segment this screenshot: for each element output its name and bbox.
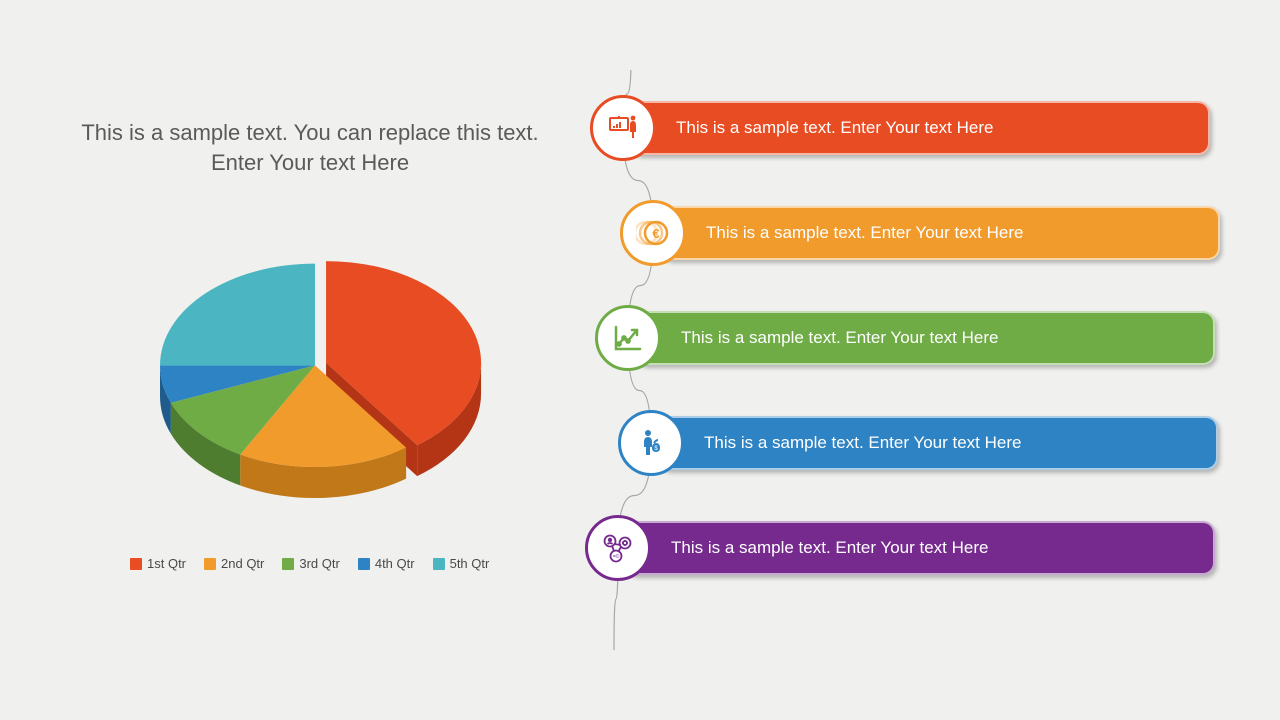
svg-text:€: € [652, 226, 659, 241]
list-item: =© This is a sample text. Enter Your text… [585, 515, 1215, 581]
svg-text:=©: =© [613, 553, 620, 560]
chart-title: This is a sample text. You can replace t… [80, 118, 540, 177]
legend-label: 3rd Qtr [299, 556, 339, 571]
legend-label: 2nd Qtr [221, 556, 264, 571]
legend-item: 3rd Qtr [282, 556, 339, 571]
legend-swatch [130, 558, 142, 570]
legend-item: 1st Qtr [130, 556, 186, 571]
money-person-icon: $ [618, 410, 684, 476]
connected-icons: =© [585, 515, 651, 581]
list-item-text: This is a sample text. Enter Your text H… [704, 433, 1021, 453]
infographic-slide: This is a sample text. You can replace t… [0, 0, 1280, 720]
list-item-bar: This is a sample text. Enter Your text H… [635, 311, 1215, 365]
list-item: € This is a sample text. Enter Your text … [620, 200, 1220, 266]
list-item: This is a sample text. Enter Your text H… [590, 95, 1210, 161]
legend-item: 5th Qtr [433, 556, 490, 571]
list-item-bar: This is a sample text. Enter Your text H… [660, 206, 1220, 260]
list-item-bar: This is a sample text. Enter Your text H… [658, 416, 1218, 470]
coins-icon: € [620, 200, 686, 266]
list-item-text: This is a sample text. Enter Your text H… [706, 223, 1023, 243]
legend-label: 5th Qtr [450, 556, 490, 571]
presentation-icon [590, 95, 656, 161]
list-item-text: This is a sample text. Enter Your text H… [681, 328, 998, 348]
list-item-text: This is a sample text. Enter Your text H… [671, 538, 988, 558]
legend-swatch [204, 558, 216, 570]
legend-swatch [433, 558, 445, 570]
legend-item: 2nd Qtr [204, 556, 264, 571]
chart-legend: 1st Qtr 2nd Qtr 3rd Qtr 4th Qtr 5th Qtr [130, 556, 489, 571]
legend-swatch [358, 558, 370, 570]
pie-slice [160, 264, 315, 366]
legend-item: 4th Qtr [358, 556, 415, 571]
list-item-bar: This is a sample text. Enter Your text H… [625, 521, 1215, 575]
growth-chart-icon [595, 305, 661, 371]
pie-chart [120, 220, 510, 530]
legend-label: 1st Qtr [147, 556, 186, 571]
legend-label: 4th Qtr [375, 556, 415, 571]
list-item-bar: This is a sample text. Enter Your text H… [630, 101, 1210, 155]
legend-swatch [282, 558, 294, 570]
list-item: $ This is a sample text. Enter Your text … [618, 410, 1218, 476]
list-item: This is a sample text. Enter Your text H… [595, 305, 1215, 371]
list-item-text: This is a sample text. Enter Your text H… [676, 118, 993, 138]
